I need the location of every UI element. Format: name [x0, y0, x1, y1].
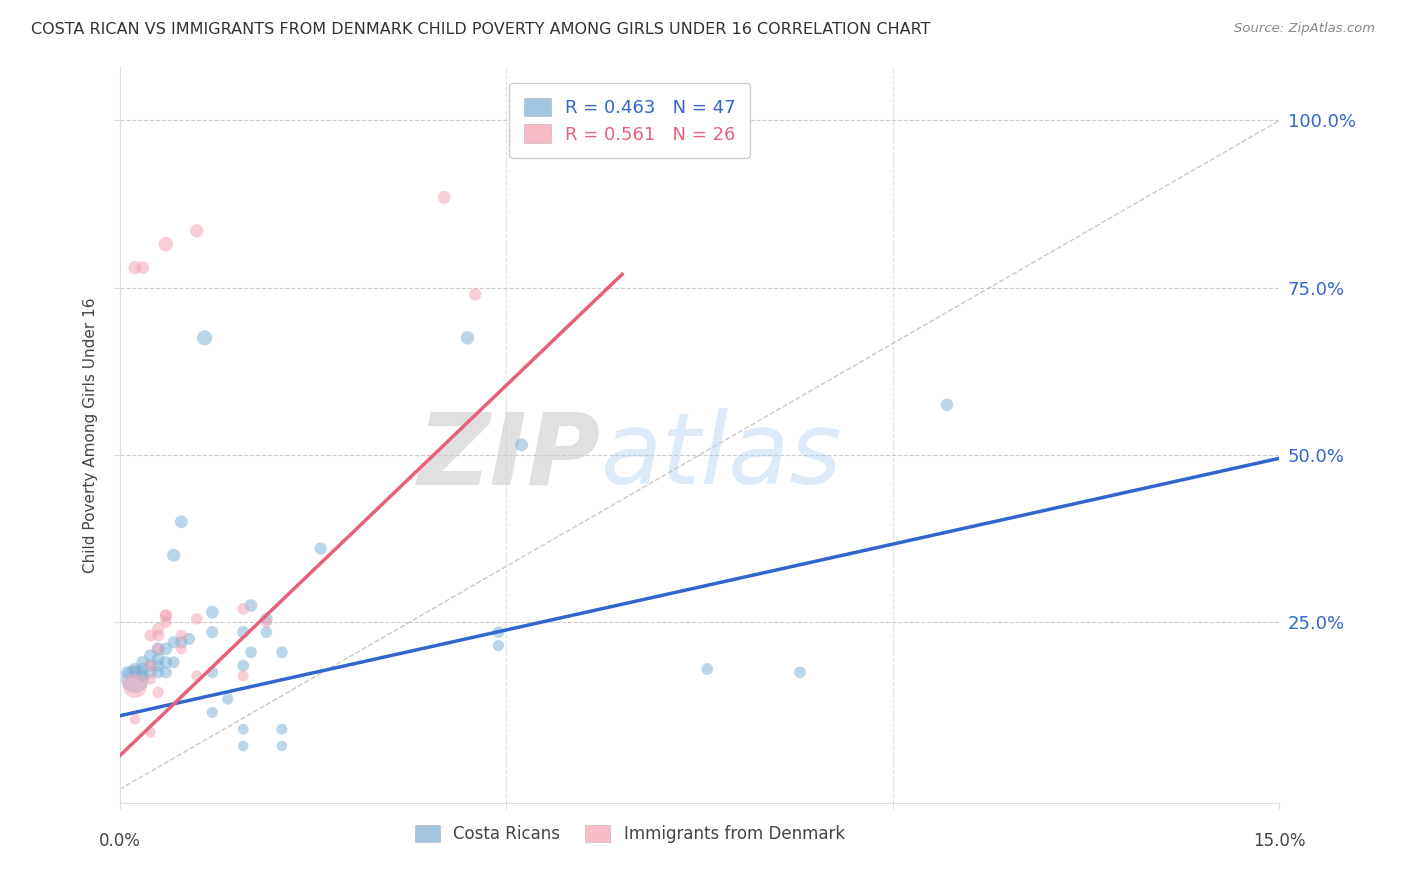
Text: 0.0%: 0.0% — [98, 832, 141, 850]
Point — [239, 599, 263, 613]
Point — [124, 260, 146, 275]
Point — [148, 685, 170, 699]
Point — [488, 625, 510, 640]
Point — [124, 662, 146, 676]
Point — [239, 645, 263, 659]
Point — [132, 655, 155, 669]
Point — [309, 541, 332, 556]
Point — [488, 639, 510, 653]
Point — [155, 665, 177, 680]
Point — [132, 662, 155, 676]
Point — [510, 438, 533, 452]
Point — [139, 658, 162, 673]
Point — [232, 739, 254, 753]
Point — [124, 672, 146, 686]
Point — [155, 642, 177, 657]
Point — [124, 665, 146, 680]
Point — [186, 669, 208, 683]
Point — [124, 712, 146, 726]
Point — [148, 628, 170, 642]
Point — [139, 628, 162, 642]
Point — [270, 723, 294, 737]
Point — [270, 645, 294, 659]
Point — [148, 652, 170, 666]
Point — [270, 739, 294, 753]
Point — [201, 605, 224, 619]
Point — [139, 725, 162, 739]
Point — [155, 615, 177, 630]
Point — [148, 642, 170, 657]
Point — [148, 622, 170, 636]
Point — [139, 658, 162, 673]
Point — [186, 612, 208, 626]
Point — [186, 224, 208, 238]
Point — [163, 548, 186, 563]
Point — [148, 665, 170, 680]
Point — [170, 642, 193, 657]
Point — [155, 608, 177, 623]
Point — [132, 260, 155, 275]
Point — [201, 625, 224, 640]
Point — [232, 601, 254, 615]
Text: atlas: atlas — [600, 409, 842, 506]
Point — [256, 615, 278, 630]
Point — [194, 331, 217, 345]
Point — [148, 658, 170, 673]
Text: ZIP: ZIP — [418, 409, 600, 506]
Point — [139, 648, 162, 663]
Point — [789, 665, 811, 680]
Point — [217, 692, 239, 706]
Point — [170, 628, 193, 642]
Point — [163, 635, 186, 649]
Point — [139, 672, 162, 686]
Point — [936, 398, 959, 412]
Point — [456, 331, 478, 345]
Text: 15.0%: 15.0% — [1253, 832, 1306, 850]
Point — [232, 723, 254, 737]
Point — [232, 625, 254, 640]
Point — [256, 625, 278, 640]
Point — [464, 287, 486, 301]
Point — [148, 642, 170, 657]
Text: Source: ZipAtlas.com: Source: ZipAtlas.com — [1234, 22, 1375, 36]
Point — [170, 635, 193, 649]
Point — [232, 669, 254, 683]
Point — [163, 655, 186, 669]
Point — [155, 608, 177, 623]
Point — [433, 190, 456, 204]
Point — [124, 679, 146, 693]
Point — [170, 515, 193, 529]
Point — [201, 706, 224, 720]
Point — [117, 665, 138, 680]
Point — [179, 632, 201, 646]
Legend: Costa Ricans, Immigrants from Denmark: Costa Ricans, Immigrants from Denmark — [408, 818, 852, 850]
Point — [256, 612, 278, 626]
Y-axis label: Child Poverty Among Girls Under 16: Child Poverty Among Girls Under 16 — [83, 297, 98, 573]
Point — [155, 237, 177, 252]
Point — [232, 658, 254, 673]
Point — [155, 655, 177, 669]
Point — [139, 665, 162, 680]
Point — [132, 669, 155, 683]
Point — [201, 665, 224, 680]
Point — [696, 662, 718, 676]
Text: COSTA RICAN VS IMMIGRANTS FROM DENMARK CHILD POVERTY AMONG GIRLS UNDER 16 CORREL: COSTA RICAN VS IMMIGRANTS FROM DENMARK C… — [31, 22, 931, 37]
